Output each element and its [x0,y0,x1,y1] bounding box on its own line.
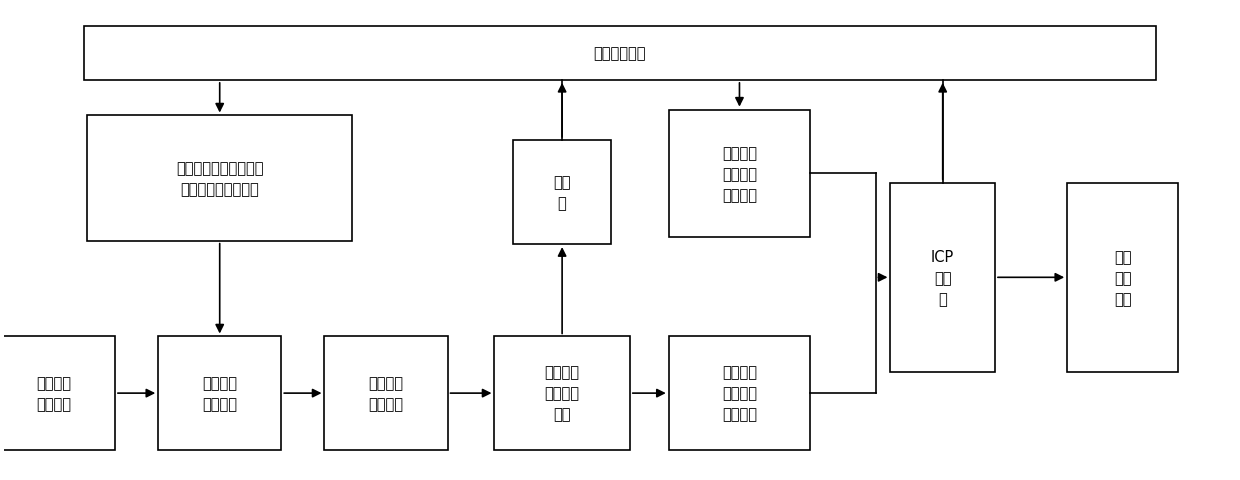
Text: 由前一时刻后验估计值
预测当前先验估计值: 由前一时刻后验估计值 预测当前先验估计值 [176,161,263,197]
Text: 后验变换
矩阵作为
约束矩阵: 后验变换 矩阵作为 约束矩阵 [722,145,756,203]
Bar [84,26,1156,81]
Text: 实时
三维
重建: 实时 三维 重建 [1114,249,1131,306]
Text: 获取当前
点云数据: 获取当前 点云数据 [202,375,237,411]
Text: ICP
精配
准: ICP 精配 准 [931,249,955,306]
Bar [495,336,630,450]
Bar [1068,183,1178,372]
Bar [325,336,448,450]
Bar [159,336,281,450]
Text: 判断点云
重叠区域
大小: 判断点云 重叠区域 大小 [544,365,579,422]
Text: 先验变换
矩阵作为
约束矩阵: 先验变换 矩阵作为 约束矩阵 [722,365,756,422]
Bar [87,116,352,241]
Text: 卡尔曼滤波器: 卡尔曼滤波器 [594,46,646,61]
Bar [668,110,810,238]
Text: 获取初始
点云数据: 获取初始 点云数据 [36,375,71,411]
Bar [0,336,115,450]
Bar [668,336,810,450]
Text: 粗配
准: 粗配 准 [553,175,570,211]
Bar [513,141,611,245]
Text: 获取先验
变换矩阵: 获取先验 变换矩阵 [368,375,403,411]
Bar [890,183,994,372]
